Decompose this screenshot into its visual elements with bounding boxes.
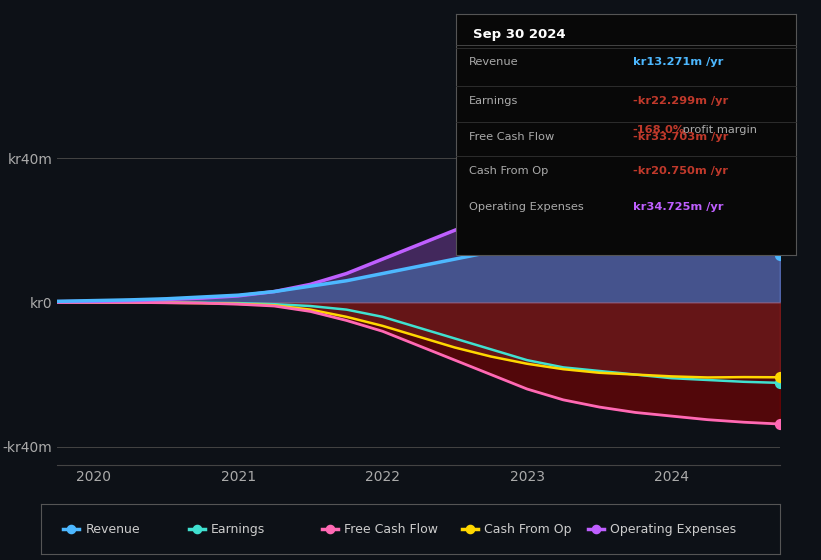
Point bbox=[773, 250, 787, 259]
Point bbox=[190, 525, 204, 534]
Point bbox=[773, 172, 787, 181]
Point bbox=[773, 379, 787, 388]
Text: Free Cash Flow: Free Cash Flow bbox=[470, 132, 554, 142]
Text: Cash From Op: Cash From Op bbox=[484, 522, 572, 536]
Point bbox=[773, 419, 787, 428]
Text: kr13.271m /yr: kr13.271m /yr bbox=[633, 57, 723, 67]
Text: Operating Expenses: Operating Expenses bbox=[470, 202, 584, 212]
Text: Cash From Op: Cash From Op bbox=[470, 166, 548, 176]
Text: kr34.725m /yr: kr34.725m /yr bbox=[633, 202, 723, 212]
Text: Revenue: Revenue bbox=[470, 57, 519, 67]
Text: -kr20.750m /yr: -kr20.750m /yr bbox=[633, 166, 728, 176]
Point bbox=[773, 373, 787, 382]
Text: Sep 30 2024: Sep 30 2024 bbox=[473, 29, 566, 41]
Point bbox=[323, 525, 337, 534]
Text: -kr22.299m /yr: -kr22.299m /yr bbox=[633, 96, 728, 106]
Text: Earnings: Earnings bbox=[211, 522, 265, 536]
Point bbox=[65, 525, 78, 534]
Text: -kr33.703m /yr: -kr33.703m /yr bbox=[633, 132, 728, 142]
Text: profit margin: profit margin bbox=[679, 125, 757, 135]
Text: Earnings: Earnings bbox=[470, 96, 519, 106]
Text: Revenue: Revenue bbox=[85, 522, 140, 536]
Text: -168.0%: -168.0% bbox=[633, 125, 685, 135]
Point bbox=[464, 525, 477, 534]
Text: Operating Expenses: Operating Expenses bbox=[610, 522, 736, 536]
Point bbox=[589, 525, 603, 534]
Text: Free Cash Flow: Free Cash Flow bbox=[344, 522, 438, 536]
